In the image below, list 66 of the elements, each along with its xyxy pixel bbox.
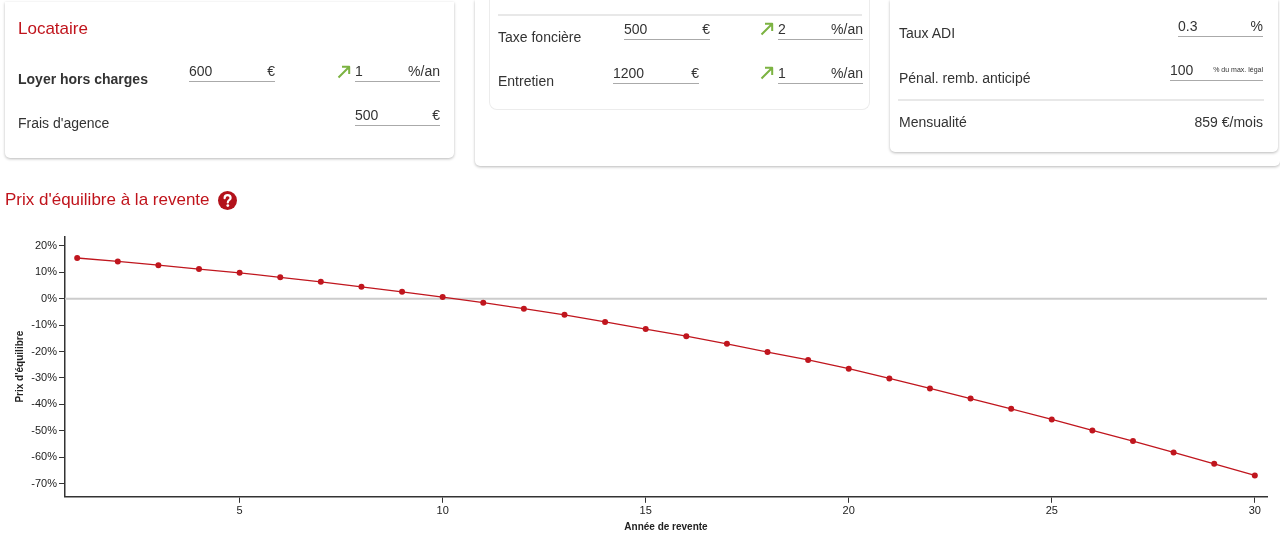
point [642, 326, 649, 333]
point [805, 356, 812, 363]
y-axis-title: Prix d'équilibre [13, 330, 25, 403]
x-tick-label: 20 [842, 504, 855, 517]
point [602, 318, 609, 325]
point [236, 269, 243, 276]
point [520, 305, 527, 312]
point [845, 365, 852, 372]
text: Locataire [18, 19, 88, 39]
x-tick-label: 5 [236, 504, 243, 517]
y-tick-label: -70% [31, 476, 58, 489]
point [1089, 427, 1096, 434]
point [155, 262, 162, 269]
y-tick-label: -40% [31, 397, 58, 410]
point [886, 375, 893, 382]
point [196, 266, 203, 273]
text: Loyer hors charges [18, 70, 148, 88]
x-tick-label: 25 [1045, 504, 1058, 517]
point [764, 349, 771, 356]
input-field: 1 %/an [778, 64, 863, 84]
x-tick-label: 15 [639, 504, 652, 517]
y-tick-label: 10% [34, 265, 58, 278]
point [114, 258, 121, 265]
point [926, 385, 933, 392]
point [1251, 472, 1258, 479]
point [1048, 416, 1055, 423]
point [723, 340, 730, 347]
y-tick-label: -10% [31, 318, 58, 331]
input-field: 500 € [624, 20, 710, 40]
text: Entretien [498, 72, 555, 90]
point [967, 395, 974, 402]
input-field: 500 € [355, 106, 440, 126]
x-axis-title: Année de revente [624, 520, 709, 532]
input-field: 1 %/an [355, 62, 440, 82]
text: Pénal. remb. anticipé [899, 69, 1031, 87]
text: 859 €/mois [1194, 113, 1263, 131]
text: Taxe foncière [498, 28, 582, 46]
point [358, 283, 365, 290]
y-tick-label: -50% [31, 423, 58, 436]
point [277, 274, 284, 281]
text: Taux ADI [899, 24, 956, 42]
y-tick-label: -20% [31, 344, 58, 357]
point [480, 299, 487, 306]
x-tick-label: 30 [1248, 504, 1261, 517]
point [1129, 438, 1136, 445]
y-tick-label: 20% [34, 238, 58, 251]
y-tick-label: -30% [31, 370, 58, 383]
point [1008, 405, 1015, 412]
point [683, 333, 690, 340]
y-tick-label: -60% [31, 450, 58, 463]
point [74, 255, 81, 261]
point [399, 288, 406, 295]
input-field: 2 %/an [778, 20, 863, 40]
point [317, 278, 324, 285]
y-tick-label: 0% [41, 291, 58, 304]
point [439, 294, 446, 301]
point [561, 311, 568, 318]
input-field: 600 € [189, 62, 275, 82]
point [1211, 460, 1218, 467]
x-tick-label: 10 [436, 504, 449, 517]
input-field: 0.3 % [1178, 17, 1263, 37]
input-field: 1200 € [613, 64, 699, 84]
point [1170, 449, 1177, 456]
text: Frais d'agence [18, 114, 110, 132]
text: Mensualité [899, 113, 967, 131]
chart-title: Prix d'équilibre à la revente [5, 190, 210, 210]
